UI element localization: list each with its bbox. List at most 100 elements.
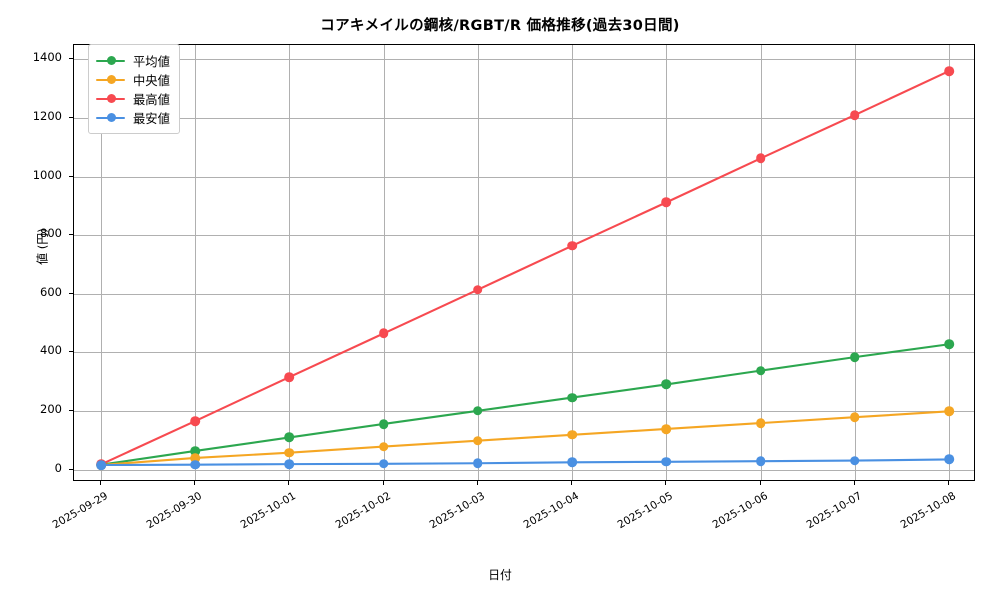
y-tick-mark [69,234,73,235]
legend-label: 最安値 [133,111,170,126]
gridline-horizontal [74,177,974,178]
y-tick-mark [69,469,73,470]
x-tick-mark [665,481,666,485]
x-tick-mark [100,481,101,485]
data-point [661,197,672,208]
x-tick-mark [948,481,949,485]
gridline-vertical [855,45,856,480]
data-point [567,430,577,440]
data-point [661,424,672,434]
data-point [944,454,954,465]
legend-item-2[interactable]: 最高値 [96,89,170,108]
legend-item-3[interactable]: 最安値 [96,108,170,127]
x-tick-mark [760,481,761,485]
y-tick-label: 200 [40,402,62,417]
gridline-vertical [761,45,762,480]
y-tick-label: 1400 [32,50,62,65]
legend-swatch-icon [96,112,125,124]
x-tick-label: 2025-09-30 [144,490,205,532]
gridline-vertical [478,45,479,480]
data-point [190,453,201,463]
data-point [284,432,295,443]
gridline-horizontal [74,235,974,236]
data-point [567,392,577,403]
y-tick-label: 1000 [32,167,62,182]
gridline-horizontal [74,470,974,471]
x-tick-mark [383,481,384,485]
data-point [944,339,954,350]
x-tick-label: 2025-10-07 [804,490,864,532]
x-tick-mark [854,481,855,485]
gridline-vertical [572,45,573,480]
gridline-horizontal [74,411,974,412]
y-tick-label: 800 [40,226,62,241]
data-point [190,416,201,426]
data-point [567,457,577,468]
x-tick-mark [288,481,289,485]
y-tick-label: 600 [40,284,62,299]
gridlines [74,45,974,480]
y-tick-label: 1200 [32,108,62,123]
y-tick-mark [69,293,73,294]
chart-legend[interactable]: 平均値中央値 最高値最安値 [88,44,180,134]
x-tick-label: 2025-09-29 [50,490,110,532]
legend-item-0[interactable]: 平均値 [96,51,170,70]
data-point [378,328,389,339]
gridline-vertical [384,45,385,480]
y-tick-mark [69,410,73,411]
data-point [96,460,106,470]
legend-label: 平均値 [133,54,170,69]
data-point [378,419,389,429]
data-point [378,459,389,469]
data-point [190,459,201,470]
gridline-horizontal [74,118,974,119]
y-tick-label: 400 [40,343,62,358]
data-point [473,435,483,446]
data-point [661,379,672,390]
data-point [378,441,389,452]
data-point [567,240,577,251]
gridline-horizontal [74,294,974,295]
x-tick-label: 2025-10-08 [898,490,958,532]
data-point [284,447,295,458]
x-tick-label: 2025-10-04 [521,490,582,532]
data-point [755,365,766,376]
legend-item-1[interactable]: 中央値 [96,70,170,89]
x-tick-mark [571,481,572,485]
data-point [849,352,860,362]
series-markers [74,45,974,480]
data-point [944,406,954,417]
data-point [190,446,201,456]
chart-title: コアキメイルの鋼核/RGBT/R 価格推移(過去30日間) [320,18,680,34]
legend-label: 中央値 [133,73,170,88]
data-point [944,66,954,76]
gridline-vertical [949,45,950,480]
series-line-3 [99,458,951,467]
gridline-horizontal [74,352,974,353]
data-point [661,456,672,467]
x-tick-label: 2025-10-02 [333,490,393,532]
gridline-vertical [101,45,102,480]
series-line-1 [99,410,951,467]
legend-swatch-icon [96,55,125,67]
legend-swatch-icon [96,74,125,86]
data-point [755,418,766,428]
gridline-vertical [195,45,196,480]
y-tick-mark [69,58,73,59]
series-lines [99,70,951,467]
data-point [849,110,860,120]
y-tick-label: 0 [54,460,62,475]
x-tick-label: 2025-10-05 [615,490,676,532]
gridline-vertical [666,45,667,480]
series-line-0 [99,343,951,466]
data-point [473,458,483,469]
y-tick-mark [69,351,73,352]
data-point [284,372,295,382]
x-axis-label: 日付 [488,568,512,582]
legend-swatch-icon [96,93,125,105]
data-point [755,456,766,466]
x-tick-mark [194,481,195,485]
y-tick-mark [69,117,73,118]
x-tick-label: 2025-10-03 [427,490,487,532]
x-tick-label: 2025-10-01 [239,490,299,532]
